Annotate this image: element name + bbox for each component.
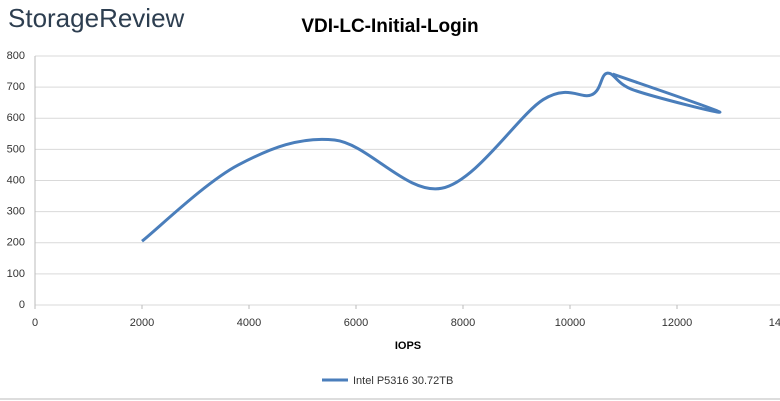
x-tick-label: 2000 xyxy=(130,317,154,329)
x-tick-label: 12000 xyxy=(662,317,693,329)
y-tick-label: 300 xyxy=(7,206,25,218)
y-tick-label: 800 xyxy=(7,50,25,62)
x-axis-label: IOPS xyxy=(395,340,421,352)
y-tick-label: 100 xyxy=(7,268,25,280)
y-tick-label: 0 xyxy=(19,299,25,311)
y-tick-label: 500 xyxy=(7,143,25,155)
x-tick-label: 4000 xyxy=(237,317,261,329)
x-tick-label: 6000 xyxy=(344,317,368,329)
x-tick-label: 8000 xyxy=(451,317,475,329)
y-tick-label: 400 xyxy=(7,174,25,186)
legend-label: Intel P5316 30.72TB xyxy=(353,375,453,387)
series-line xyxy=(141,71,722,243)
x-tick-label: 14000 xyxy=(769,317,780,329)
y-tick-label: 600 xyxy=(7,112,25,124)
chart-title: VDI-LC-Initial-Login xyxy=(301,16,478,37)
y-tick-label: 200 xyxy=(7,237,25,249)
y-tick-label: 700 xyxy=(7,81,25,93)
x-tick-label: 10000 xyxy=(555,317,586,329)
x-tick-label: 0 xyxy=(32,317,38,329)
logo: StorageReview xyxy=(8,3,185,33)
